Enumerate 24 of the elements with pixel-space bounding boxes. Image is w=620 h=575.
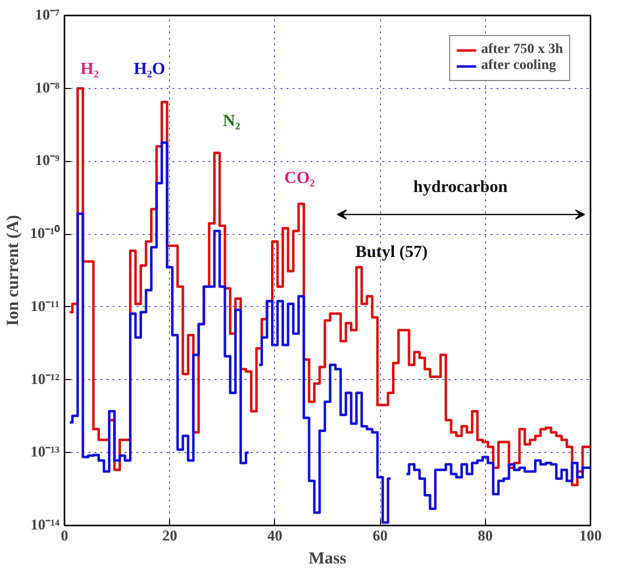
x-axis-title: Mass xyxy=(308,548,347,568)
y-tick-label: 10⁻¹⁰ xyxy=(30,224,60,242)
y-tick-label: 10⁻¹¹ xyxy=(30,298,60,315)
annotation: Butyl (57) xyxy=(355,242,428,261)
y-tick-label: 10⁻⁸ xyxy=(35,80,60,96)
annotation: hydrocarbon xyxy=(413,177,508,196)
annotation: H₂O xyxy=(134,59,166,78)
legend-label: after 750 x 3h xyxy=(481,42,563,58)
x-tick-label: 0 xyxy=(60,528,68,544)
x-tick-label: 80 xyxy=(478,528,493,544)
annotation: H₂ xyxy=(80,59,99,78)
y-tick-label: 10⁻¹⁴ xyxy=(30,518,60,534)
x-tick-label: 60 xyxy=(372,528,388,544)
annotation: N₂ xyxy=(222,111,240,130)
annotation: CO₂ xyxy=(284,168,315,187)
y-tick-label: 10⁻⁷ xyxy=(35,8,60,24)
y-axis-title: Ion current (A) xyxy=(3,214,22,326)
y-tick-label: 10⁻¹² xyxy=(30,372,60,388)
legend-label: after cooling xyxy=(481,58,556,74)
y-tick-label: 10⁻⁹ xyxy=(35,153,60,170)
x-tick-label: 20 xyxy=(162,528,178,544)
x-tick-label: 40 xyxy=(267,528,282,544)
y-tick-label: 10⁻¹³ xyxy=(30,444,60,461)
x-tick-label: 100 xyxy=(579,528,602,544)
